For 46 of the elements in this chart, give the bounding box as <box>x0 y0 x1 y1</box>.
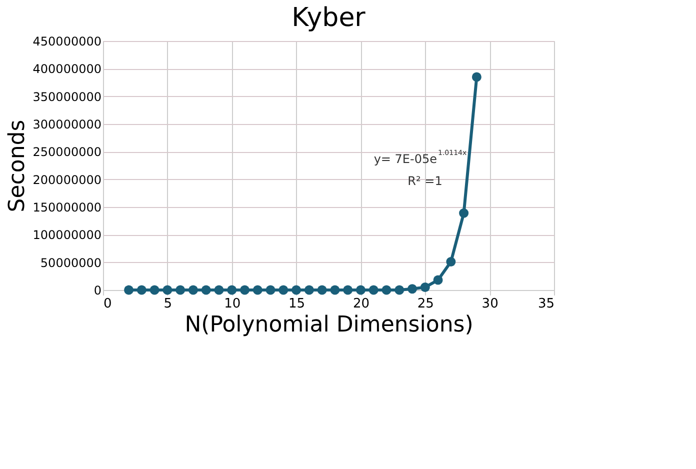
point <box>459 208 469 218</box>
point <box>420 282 430 292</box>
point <box>201 285 211 295</box>
point <box>278 285 288 295</box>
y-tick-label: 0 <box>94 284 102 298</box>
chart-title: Kyber <box>292 3 366 33</box>
point <box>433 275 443 285</box>
point <box>394 285 404 295</box>
x-tick-label: 0 <box>104 296 112 312</box>
y-tick-label: 150000000 <box>32 200 102 214</box>
point <box>368 285 378 295</box>
point <box>472 72 482 82</box>
x-tick-label: 30 <box>482 296 498 312</box>
point <box>266 285 276 295</box>
y-tick-label: 450000000 <box>32 34 102 48</box>
annotation: R² =1 <box>408 174 442 188</box>
point <box>343 285 353 295</box>
y-tick-label: 50000000 <box>40 256 102 270</box>
y-tick-label: 250000000 <box>32 145 102 160</box>
y-axis-title: Seconds <box>4 120 30 212</box>
y-tick-label: 300000000 <box>32 118 102 132</box>
y-tick-label: 400000000 <box>32 62 102 76</box>
point <box>330 285 340 295</box>
point <box>188 285 198 295</box>
x-tick-label: 35 <box>538 296 554 312</box>
point <box>240 285 250 295</box>
x-axis-title: N(Polynomial Dimensions) <box>184 312 474 338</box>
point <box>317 285 327 295</box>
point <box>382 285 392 295</box>
point <box>150 285 160 295</box>
x-tick-label: 15 <box>288 296 306 312</box>
y-tick-label: 100000000 <box>32 228 102 242</box>
y-tick-label: 350000000 <box>32 90 102 104</box>
point <box>252 285 262 295</box>
point <box>446 257 456 267</box>
point <box>124 285 134 295</box>
point <box>214 285 224 295</box>
point <box>176 285 186 295</box>
x-tick-label: 25 <box>417 296 434 312</box>
point <box>408 284 417 294</box>
x-tick-label: 20 <box>352 296 370 312</box>
y-tick-label: 200000000 <box>32 172 102 187</box>
x-tick-label: 10 <box>224 296 241 312</box>
point <box>136 285 146 295</box>
x-tick-label: 5 <box>164 296 172 312</box>
point <box>304 285 314 295</box>
